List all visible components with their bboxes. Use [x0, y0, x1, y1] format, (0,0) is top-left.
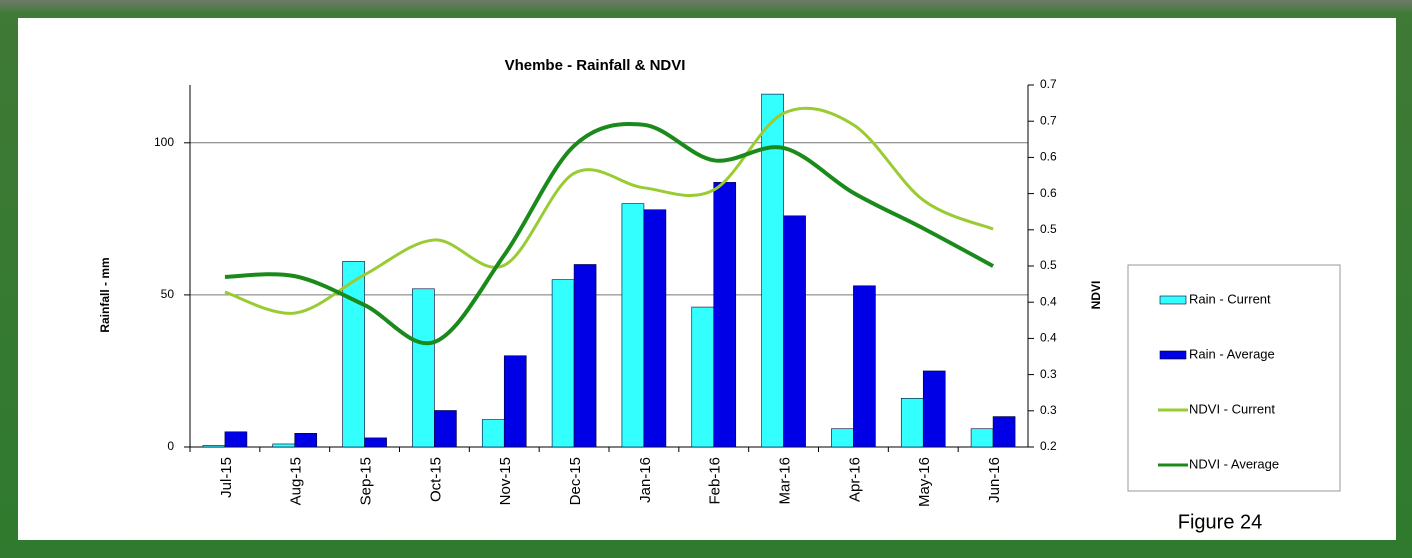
x-tick-label: Mar-16 — [777, 457, 794, 505]
y2-tick-label: 0.2 — [1040, 439, 1057, 453]
y-axis-label: Rainfall - mm — [98, 257, 112, 332]
x-tick-label: Apr-16 — [846, 457, 863, 502]
x-tick-label: Aug-15 — [288, 457, 305, 505]
bar — [691, 306, 715, 448]
bar — [224, 431, 248, 448]
y-tick-label: 50 — [161, 287, 175, 301]
bar — [853, 285, 876, 448]
bar — [364, 437, 387, 448]
x-tick-label: Nov-15 — [497, 457, 514, 505]
y-tick-label: 100 — [154, 135, 174, 149]
bar — [342, 261, 365, 448]
x-tick-label: Feb-16 — [707, 457, 724, 505]
y2-tick-label: 0.4 — [1040, 331, 1057, 345]
x-tick-label: Oct-15 — [427, 457, 444, 502]
bar — [922, 370, 946, 448]
bar — [643, 209, 667, 448]
bar — [621, 203, 645, 448]
x-tick-label: May-16 — [916, 457, 933, 507]
bar — [992, 416, 1016, 448]
bar — [713, 182, 737, 448]
bar — [503, 355, 527, 448]
bar — [412, 288, 435, 448]
bar — [434, 410, 457, 448]
bar — [551, 279, 575, 448]
y2-tick-label: 0.5 — [1040, 258, 1057, 272]
y2-tick-label: 0.6 — [1040, 186, 1057, 200]
legend-label: NDVI - Current — [1189, 401, 1275, 416]
y2-tick-label: 0.7 — [1040, 113, 1057, 127]
line — [224, 121, 995, 346]
y2-tick-label: 0.5 — [1040, 222, 1057, 236]
legend-swatch — [1159, 350, 1187, 360]
chart-title: Vhembe - Rainfall & NDVI — [505, 57, 686, 74]
y2-tick-label: 0.7 — [1040, 77, 1057, 91]
y2-tick-label: 0.4 — [1040, 294, 1057, 308]
bar — [573, 264, 597, 448]
x-tick-label: Jan-16 — [637, 457, 654, 503]
y2-axis-label: NDVI — [1089, 281, 1103, 310]
legend-label: Rain - Average — [1189, 346, 1275, 361]
y-tick-label: 0 — [167, 439, 174, 453]
bar — [831, 428, 854, 448]
y2-tick-label: 0.3 — [1040, 403, 1057, 417]
legend-swatch — [1159, 295, 1187, 305]
bar — [272, 443, 296, 448]
legend-label: Rain - Current — [1189, 291, 1271, 306]
bar — [970, 428, 994, 448]
figure-caption: Figure 24 — [1178, 511, 1263, 533]
x-tick-label: Sep-15 — [358, 457, 375, 505]
legend-label: NDVI - Average — [1189, 456, 1279, 471]
x-tick-label: Dec-15 — [567, 457, 584, 505]
bar — [481, 419, 505, 448]
line — [224, 106, 994, 315]
y2-tick-label: 0.3 — [1040, 367, 1057, 381]
bar — [783, 215, 806, 448]
x-tick-label: Jul-15 — [218, 457, 235, 498]
x-tick-label: Jun-16 — [986, 457, 1003, 503]
bar — [294, 433, 318, 448]
bar — [202, 445, 226, 448]
bar — [900, 398, 924, 448]
y2-tick-label: 0.6 — [1040, 150, 1057, 164]
